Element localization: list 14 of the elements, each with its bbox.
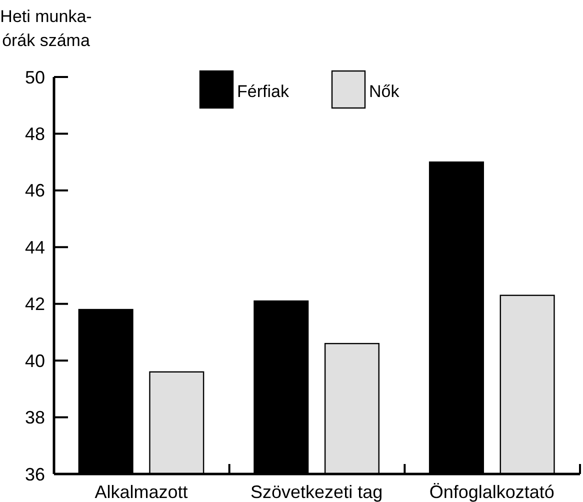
y-tick-label: 48 (24, 124, 45, 144)
x-tick-label: Szövetkezeti tag (250, 482, 383, 502)
y-axis-title: Heti munka- órák száma (0, 7, 92, 50)
y-tick-label: 44 (24, 237, 45, 258)
y-tick-label: 38 (24, 408, 45, 428)
legend-label: Férfiak (237, 82, 290, 101)
y-tick-label: 50 (24, 67, 45, 88)
y-tick-label: 36 (24, 464, 45, 484)
y-tick-label: 46 (24, 180, 45, 201)
x-tick-label: Önfoglalkoztató (429, 482, 554, 502)
legend-label: Nők (369, 82, 400, 101)
y-tick-label: 42 (24, 294, 45, 314)
x-tick-label: Alkalmazott (94, 482, 188, 502)
y-tick-label: 40 (24, 350, 45, 371)
